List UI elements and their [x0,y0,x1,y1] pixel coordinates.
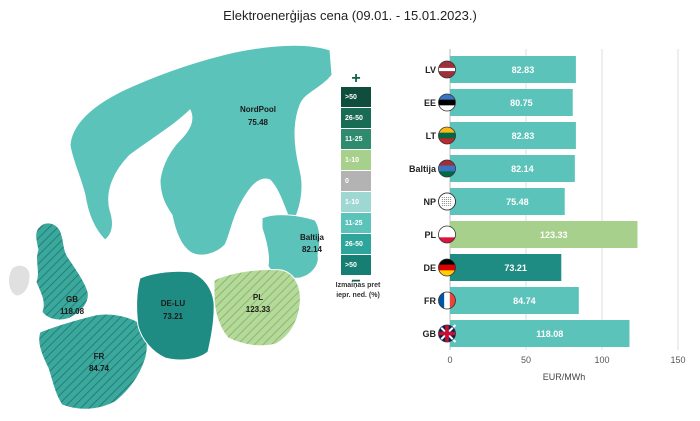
category-label: LV [425,65,436,75]
bar [450,122,576,149]
legend-note: Izmaiņas pret iepr. ned. (%) [323,281,393,301]
nordpool-name-label: NordPool [240,105,276,114]
gb-value-label: 118.08 [60,307,85,316]
germany-flag-icon [438,258,456,277]
x-tick-label: 150 [670,355,685,365]
x-tick-label: 100 [594,355,609,365]
legend-note-line1: Izmaiņas pret [335,282,381,289]
bar [450,287,579,314]
minus-sign: − [351,273,361,290]
bar [450,254,562,281]
de-lu-region [136,270,215,361]
bar [450,221,638,248]
legend-item: 0 [341,171,371,191]
x-tick-label: 0 [447,355,452,365]
legend-item: 1-10 [341,192,371,212]
bar-value-label: 73.21 [504,263,527,273]
bar [450,56,576,83]
category-label: DE [423,263,436,273]
bar [450,89,573,116]
legend-item: >50 [341,255,371,275]
ireland-region [8,264,31,297]
baltics-flag-icon [438,159,456,178]
bar [450,155,575,182]
poland-flag-icon [438,225,456,244]
latvia-flag-icon [438,60,456,79]
nordpool-value-label: 75.48 [248,118,269,127]
bar-value-label: 75.48 [506,197,529,207]
category-label: NP [423,197,436,207]
nordpool-region [69,44,333,256]
legend-item: 26-50 [341,234,371,254]
baltija-region [261,214,321,279]
x-axis-label: EUR/MWh [543,372,586,382]
bar-value-label: 82.83 [512,65,535,75]
legend-cells: >50 26-50 11-25 1-10 0 1-10 11-25 26-50 >50 [341,87,371,275]
estonia-flag-icon [438,93,456,112]
uk-flag-icon [437,324,457,343]
legend-item: 1-10 [341,150,371,170]
bar-value-label: 82.83 [512,131,535,141]
gb-region [35,222,89,321]
legend-item: >50 [341,87,371,107]
bar-value-label: 123.33 [540,230,568,240]
legend-item: 11-25 [341,129,371,149]
baltija-value-label: 82.14 [302,245,323,254]
de-lu-name-label: DE-LU [161,299,186,308]
category-label: GB [423,329,437,339]
nordpool-icon [438,192,456,211]
chart-title: Elektroenerģijas cena (09.01. - 15.01.20… [223,8,477,23]
bar [450,320,630,347]
fr-name-label: FR [94,352,105,361]
lithuania-flag-icon [438,126,456,145]
gb-name-label: GB [66,295,78,304]
plus-sign: + [351,70,361,87]
category-label: FR [424,296,436,306]
category-label: EE [424,98,436,108]
pl-region [213,269,301,347]
x-tick-label: 50 [521,355,531,365]
france-flag-icon [438,291,456,310]
change-legend: + >50 26-50 11-25 1-10 0 1-10 11-25 26-50 >50 − [341,70,371,290]
bar-value-label: 84.74 [513,296,536,306]
bar-value-label: 118.08 [536,329,563,339]
category-label: LT [426,131,437,141]
legend-note-line2: iepr. ned. (%) [336,292,380,299]
price-bar-chart: 0 50 100 150 82.83 LV 80.75 EE 82.83 LT 82.14 Balti… [409,49,686,382]
pl-value-label: 123.33 [246,305,271,314]
baltija-name-label: Baltija [300,233,325,242]
fr-region [38,313,148,410]
category-label: Baltija [409,164,437,174]
bar-value-label: 82.14 [511,164,534,174]
bar [450,188,565,215]
europe-price-map: NordPool 75.48 Baltija 82.14 GB 118.08 D… [8,44,333,410]
category-label: PL [424,230,436,240]
de-lu-value-label: 73.21 [163,312,184,321]
fr-value-label: 84.74 [89,364,110,373]
legend-item: 26-50 [341,108,371,128]
bar-value-label: 80.75 [510,98,533,108]
legend-item: 11-25 [341,213,371,233]
pl-name-label: PL [253,293,263,302]
